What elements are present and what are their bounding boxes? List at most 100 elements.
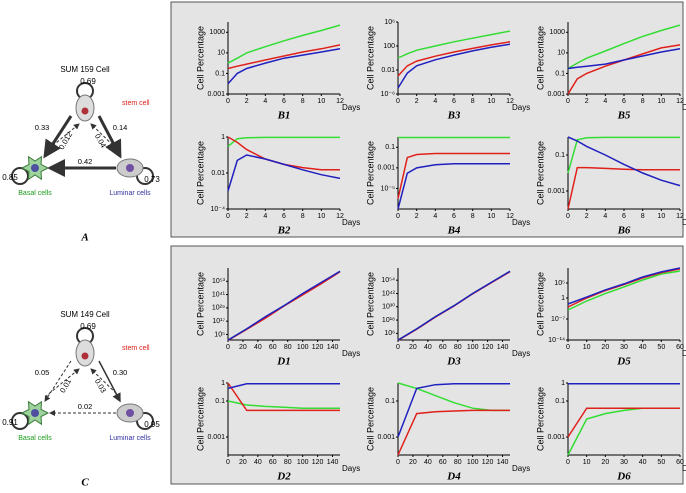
x-tick-label: 10 <box>487 98 495 105</box>
chart-title: B5 <box>617 110 631 122</box>
edge-label: 0.04 <box>93 132 108 149</box>
y-axis-label: Cell Percentage <box>365 272 375 336</box>
y-tick-label: 10 <box>217 50 225 57</box>
x-axis-label: Days <box>682 218 686 227</box>
x-tick-label: 0 <box>396 344 400 351</box>
x-axis-label: Days <box>512 464 530 473</box>
x-tick-label: 10 <box>487 213 495 220</box>
series-line <box>397 152 510 199</box>
x-tick-label: 10 <box>657 98 665 105</box>
x-axis-label: Days <box>342 103 360 112</box>
series-line <box>397 30 511 59</box>
x-tick-label: 2 <box>415 213 419 220</box>
x-tick-label: 20 <box>239 459 247 466</box>
panel-label: C <box>81 477 89 488</box>
x-axis-label: Days <box>342 218 360 227</box>
x-axis-label: Days <box>512 349 530 358</box>
x-tick-label: 8 <box>301 98 305 105</box>
luminal-label: Luminar cells <box>109 190 151 197</box>
x-tick-label: 0 <box>566 213 570 220</box>
y-axis-label: Cell Percentage <box>195 387 205 451</box>
y-tick-label: 10⁴¹ <box>212 291 226 298</box>
y-tick-label: 10⁻⁵ <box>381 185 395 192</box>
x-tick-label: 8 <box>641 98 645 105</box>
nucleus <box>31 164 39 172</box>
x-tick-label: 20 <box>409 344 417 351</box>
x-tick-label: 12 <box>506 98 514 105</box>
y-tick-label: 10⁻¹⁴ <box>548 337 565 344</box>
edge-label: 0.05 <box>35 368 50 377</box>
y-axis-label: Cell Percentage <box>365 26 375 90</box>
x-tick-label: 60 <box>439 344 447 351</box>
x-tick-label: 100 <box>297 459 309 466</box>
x-tick-label: 50 <box>657 459 665 466</box>
x-tick-label: 120 <box>482 459 494 466</box>
x-tick-label: 4 <box>603 98 607 105</box>
x-tick-label: 2 <box>245 213 249 220</box>
y-tick-label: 0.001 <box>547 188 565 195</box>
x-tick-label: 6 <box>282 213 286 220</box>
chart-title: B3 <box>447 110 461 122</box>
x-tick-label: 80 <box>454 459 462 466</box>
y-tick-label: 10²⁹ <box>212 305 225 312</box>
x-tick-label: 20 <box>409 459 417 466</box>
y-tick-label: 10 <box>557 50 565 57</box>
y-tick-label: 1 <box>221 134 225 141</box>
x-tick-label: 12 <box>336 98 344 105</box>
series-line <box>227 400 340 409</box>
edge-label: 0.03 <box>93 377 108 394</box>
x-tick-label: 8 <box>471 213 475 220</box>
self-loop <box>11 412 29 430</box>
y-tick-label: 0.01 <box>211 170 225 177</box>
edge-label: 0.30 <box>113 368 128 377</box>
y-axis-label: Cell Percentage <box>535 272 545 336</box>
self-loop <box>11 167 29 185</box>
x-tick-label: 120 <box>312 459 324 466</box>
loop-label: 0.95 <box>144 420 160 429</box>
y-tick-label: 10³⁰ <box>382 303 395 311</box>
y-tick-label: 10⁻⁷ <box>551 316 565 323</box>
loop-label: 0.69 <box>80 322 96 331</box>
y-axis-label: Cell Percentage <box>195 26 205 90</box>
x-tick-label: 100 <box>467 459 479 466</box>
y-axis-label: Cell Percentage <box>365 141 375 205</box>
y-axis-label: Cell Percentage <box>365 387 375 451</box>
series-line <box>567 267 681 305</box>
edge-label: 0.33 <box>35 123 50 132</box>
y-tick-label: 10⁶ <box>384 330 395 337</box>
basal-label: Basal cells <box>18 190 52 197</box>
x-axis-label: Days <box>682 464 686 473</box>
series-line <box>227 44 341 70</box>
chart-title: D4 <box>446 471 461 483</box>
x-tick-label: 8 <box>301 213 305 220</box>
chart-title: D1 <box>276 356 290 368</box>
y-tick-label: 0.1 <box>215 398 225 405</box>
chart-title: D5 <box>616 356 631 368</box>
x-tick-label: 6 <box>622 213 626 220</box>
series-line <box>227 270 341 341</box>
edge <box>98 360 121 403</box>
chart-title: B2 <box>277 225 291 237</box>
x-tick-label: 0 <box>226 459 230 466</box>
luminal-label: Luminar cells <box>109 435 151 442</box>
x-tick-label: 40 <box>254 459 262 466</box>
chart-title: B4 <box>447 225 461 237</box>
loop-label: 0.91 <box>2 418 18 427</box>
x-tick-label: 6 <box>282 98 286 105</box>
x-tick-label: 6 <box>452 213 456 220</box>
x-tick-label: 0 <box>226 344 230 351</box>
x-tick-label: 40 <box>639 459 647 466</box>
series-line <box>567 166 680 210</box>
y-tick-label: 0.1 <box>215 70 225 77</box>
x-tick-label: 4 <box>433 98 437 105</box>
x-axis-label: Days <box>512 218 530 227</box>
series-line <box>567 48 681 70</box>
y-tick-label: 1000 <box>209 29 225 36</box>
y-tick-label: 0.001 <box>547 91 565 98</box>
series-line <box>397 163 510 210</box>
x-tick-label: 40 <box>639 344 647 351</box>
y-tick-label: 0.001 <box>377 165 395 172</box>
x-tick-label: 0 <box>396 459 400 466</box>
series-line <box>397 270 511 341</box>
x-axis-label: Days <box>682 103 686 112</box>
